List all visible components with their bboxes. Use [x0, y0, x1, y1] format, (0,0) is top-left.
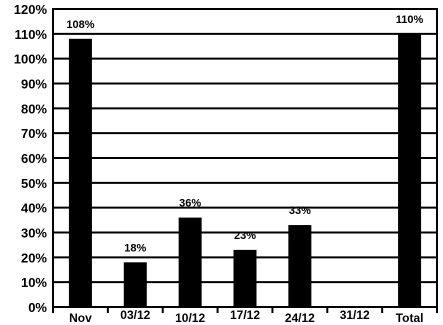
x-tick-label: 31/12	[340, 308, 370, 322]
data-label: 23%	[234, 230, 256, 242]
bar-10-12	[178, 217, 202, 307]
y-tick-label: 90%	[21, 77, 47, 92]
bar-total	[398, 33, 422, 307]
y-tick-label: 70%	[21, 126, 47, 141]
y-tick-label: 10%	[21, 275, 47, 290]
bars	[68, 33, 422, 308]
data-label: 18%	[124, 242, 146, 254]
bar-nov	[68, 38, 92, 308]
y-tick-label: 20%	[21, 250, 47, 265]
data-label: 36%	[179, 198, 201, 210]
gridlines	[53, 32, 437, 284]
y-tick-label: 110%	[14, 27, 47, 42]
y-tick-label: 0%	[28, 300, 47, 315]
y-tick-label: 50%	[21, 176, 47, 191]
y-tick-label: 30%	[21, 226, 47, 241]
data-label: 33%	[289, 205, 311, 217]
x-tick-label: 03/12	[120, 308, 150, 322]
y-tick-label: 100%	[14, 52, 48, 67]
plot-border	[52, 8, 438, 308]
bar-17-12	[233, 249, 257, 307]
data-label: 108%	[66, 19, 94, 31]
x-axis-ticks: Nov 03/12 10/12 17/12 24/12 31/12 Total	[52, 307, 438, 325]
x-tick-label: Total	[396, 311, 424, 325]
x-tick-label: 24/12	[285, 311, 315, 325]
bar-24-12	[288, 225, 312, 307]
y-tick-label: 40%	[21, 201, 47, 216]
y-tick-label: 120%	[14, 2, 48, 17]
x-tick-label: 10/12	[175, 311, 205, 325]
bar-03-12	[123, 262, 147, 307]
x-tick-label: 17/12	[230, 308, 260, 322]
data-label: 110%	[396, 14, 424, 26]
y-axis-ticks: 0% 10% 20% 30% 40% 50% 60% 70% 80% 90% 100% 110% 120…	[14, 2, 48, 315]
y-tick-label: 80%	[21, 101, 47, 116]
data-labels: 108% 18% 36% 23% 33% 110%	[66, 14, 423, 254]
y-tick-label: 60%	[21, 151, 47, 166]
x-tick-label: Nov	[69, 311, 92, 325]
